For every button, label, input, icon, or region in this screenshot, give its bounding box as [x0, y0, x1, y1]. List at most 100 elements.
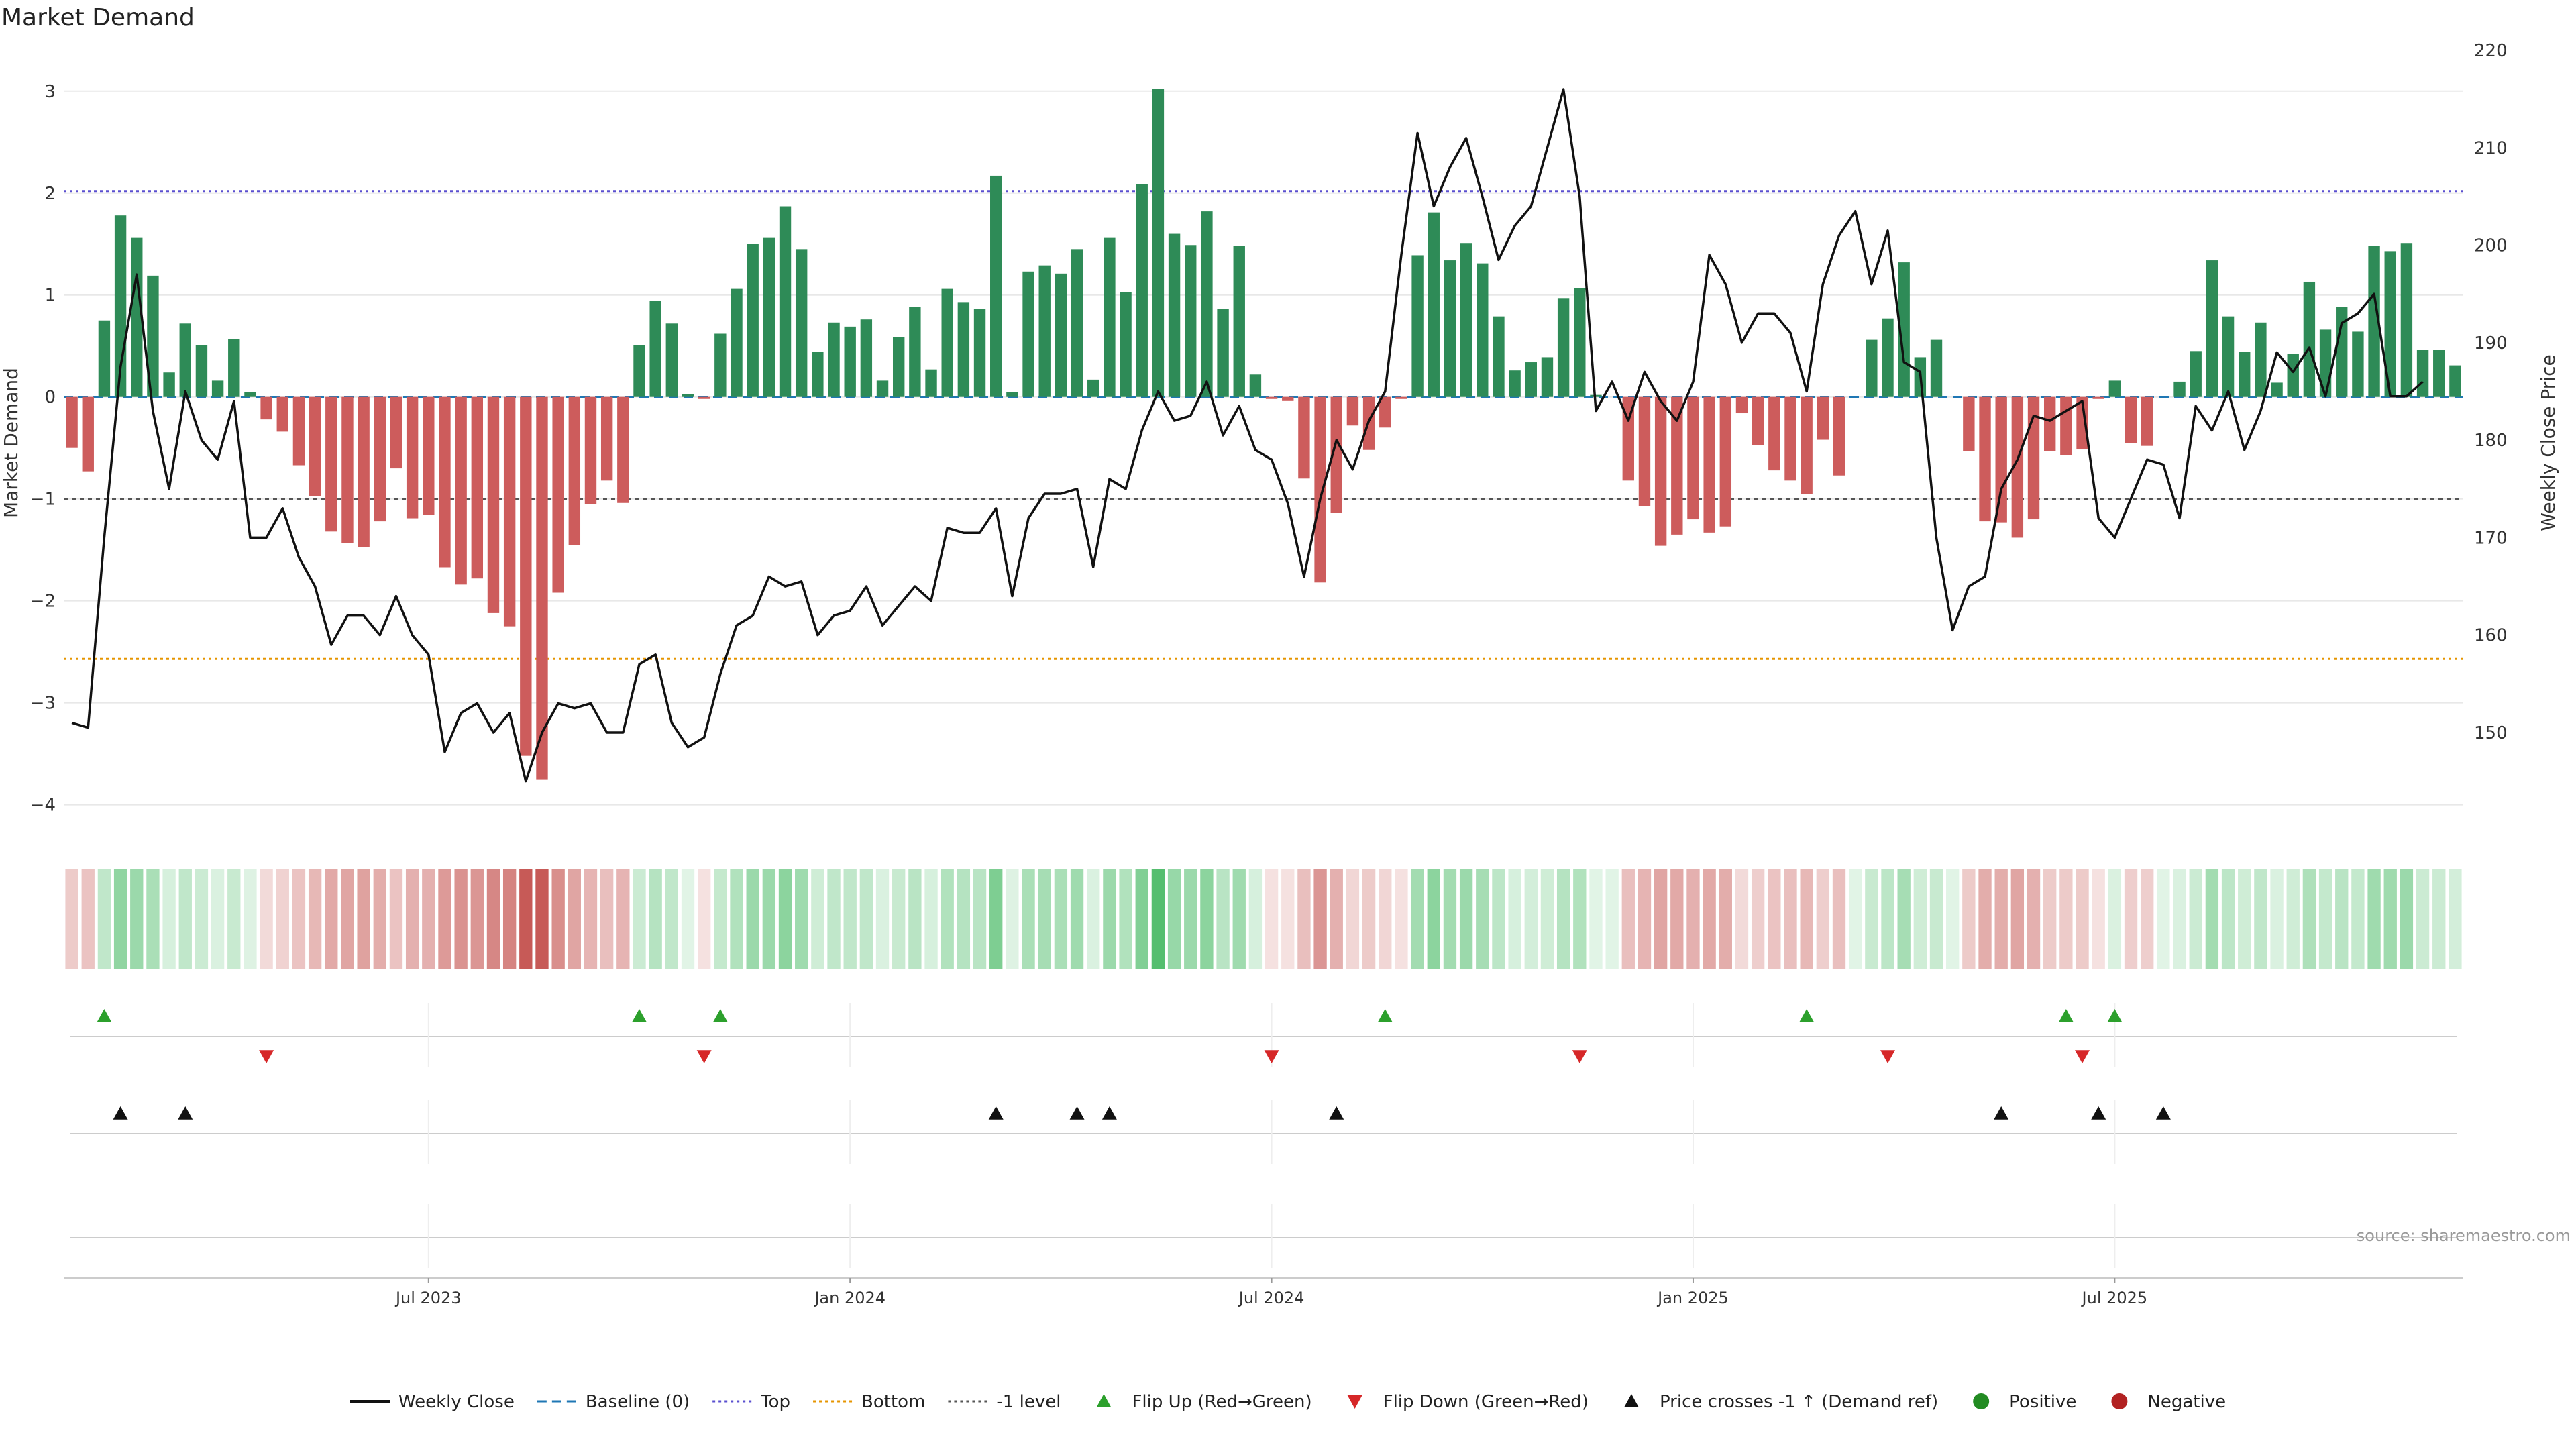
legend-label: Weekly Close [398, 1392, 515, 1412]
strip-cell [1395, 869, 1408, 969]
strip-cell [178, 869, 192, 969]
demand-bar [714, 333, 727, 397]
strip-cell [1297, 869, 1311, 969]
strip-cell [1184, 869, 1197, 969]
demand-bar [1249, 374, 1262, 397]
demand-bar [1104, 237, 1116, 397]
demand-bar [1071, 249, 1083, 397]
demand-bar [973, 309, 986, 397]
x-ticks: Jul 2023 Jan 2024 Jul 2024 Jan 2025 Jul 2025 [64, 1277, 2463, 1307]
strip-cell [1006, 869, 1019, 969]
strip-cell [795, 869, 808, 969]
demand-bar [1833, 396, 1845, 476]
demand-bar [2384, 251, 2396, 397]
strip-cell [1524, 869, 1538, 969]
y-axis-label-left: Market Demand [0, 368, 22, 518]
demand-bar [1428, 212, 1440, 397]
demand-bar [747, 244, 759, 397]
strip-cell [1232, 869, 1246, 969]
strip-cell [762, 869, 776, 969]
strip-cell [195, 869, 209, 969]
flip-down-marker [1880, 1050, 1896, 1063]
strip-cell [97, 869, 111, 969]
demand-bar [1411, 255, 1424, 397]
flip-up-marker [97, 1009, 112, 1022]
demand-bar [812, 352, 824, 397]
y-tick-label: −1 [30, 490, 56, 510]
demand-bar [2271, 382, 2283, 397]
strip-cell [568, 869, 581, 969]
y-right-tick-label: 170 [2474, 528, 2508, 548]
demand-bar [439, 396, 451, 568]
demand-bar [179, 323, 191, 397]
demand-bar [2287, 354, 2299, 397]
strip-cell [292, 869, 306, 969]
demand-bar [1622, 396, 1635, 481]
demand-bar [1444, 260, 1456, 397]
strip-cell [1459, 869, 1473, 969]
demand-bar [1379, 396, 1391, 428]
demand-bar [909, 307, 921, 397]
demand-bar [2303, 281, 2316, 397]
strip-cell [438, 869, 451, 969]
strip-cell [1476, 869, 1489, 969]
strip-cell [1703, 869, 1716, 969]
flip-up-marker [2107, 1009, 2123, 1022]
demand-bar [1817, 396, 1829, 440]
demand-bar [1233, 246, 1245, 397]
strip-cell [2010, 869, 2025, 969]
strip-cell [2302, 869, 2316, 969]
strip-cell [2400, 869, 2414, 969]
legend-swatch-circle [1973, 1393, 1990, 1409]
strip-cell [2270, 869, 2284, 969]
demand-bar [1638, 396, 1651, 506]
strip-cell [2043, 869, 2057, 969]
strip-cell [584, 869, 598, 969]
demand-bar [2076, 396, 2088, 449]
legend-swatch-triangle-down [1347, 1395, 1362, 1409]
legend: Weekly Close Baseline (0) Top Bottom -1 leve… [350, 1392, 2226, 1412]
demand-bar [471, 396, 484, 579]
strip-cell [422, 869, 435, 969]
strip-cell [1427, 869, 1440, 969]
demand-heat-strip [65, 869, 2462, 969]
strip-cell [973, 869, 987, 969]
strip-cell [616, 869, 630, 969]
strip-cell [1719, 869, 1732, 969]
demand-bar [731, 288, 743, 397]
flip-down-marker [2075, 1050, 2090, 1063]
y-tick-label: 0 [44, 388, 56, 408]
strip-cell [1735, 869, 1749, 969]
strip-cell [1978, 869, 1992, 969]
legend-label: Flip Down (Green→Red) [1383, 1392, 1589, 1412]
demand-bar [2190, 351, 2202, 397]
flip-up-marker [1377, 1009, 1393, 1022]
strip-cell [714, 869, 727, 969]
demand-bar [1087, 379, 1099, 397]
price-cross-marker [178, 1106, 193, 1120]
demand-bar [941, 288, 953, 397]
demand-bar [2108, 380, 2121, 397]
strip-cell [1589, 869, 1603, 969]
strip-cell [389, 869, 403, 969]
strip-cell [2173, 869, 2186, 969]
strip-cell [2367, 869, 2381, 969]
strip-cell [1768, 869, 1781, 969]
strip-cell [81, 869, 95, 969]
demand-bar [292, 396, 305, 466]
demand-bar [795, 249, 808, 397]
strip-cell [2205, 869, 2219, 969]
legend-swatch-circle [2111, 1393, 2128, 1409]
y-right-tick-label: 160 [2474, 626, 2508, 646]
demand-bar [665, 323, 678, 397]
strip-cell [470, 869, 484, 969]
strip-cell [730, 869, 743, 969]
strip-cell [1929, 869, 1943, 969]
strip-cell [1038, 869, 1051, 969]
price-cross-marker [988, 1106, 1004, 1120]
strip-cell [1492, 869, 1505, 969]
demand-bar [2400, 243, 2413, 397]
strip-cell [1216, 869, 1230, 969]
demand-bar [2206, 260, 2218, 397]
strip-cell [1411, 869, 1424, 969]
